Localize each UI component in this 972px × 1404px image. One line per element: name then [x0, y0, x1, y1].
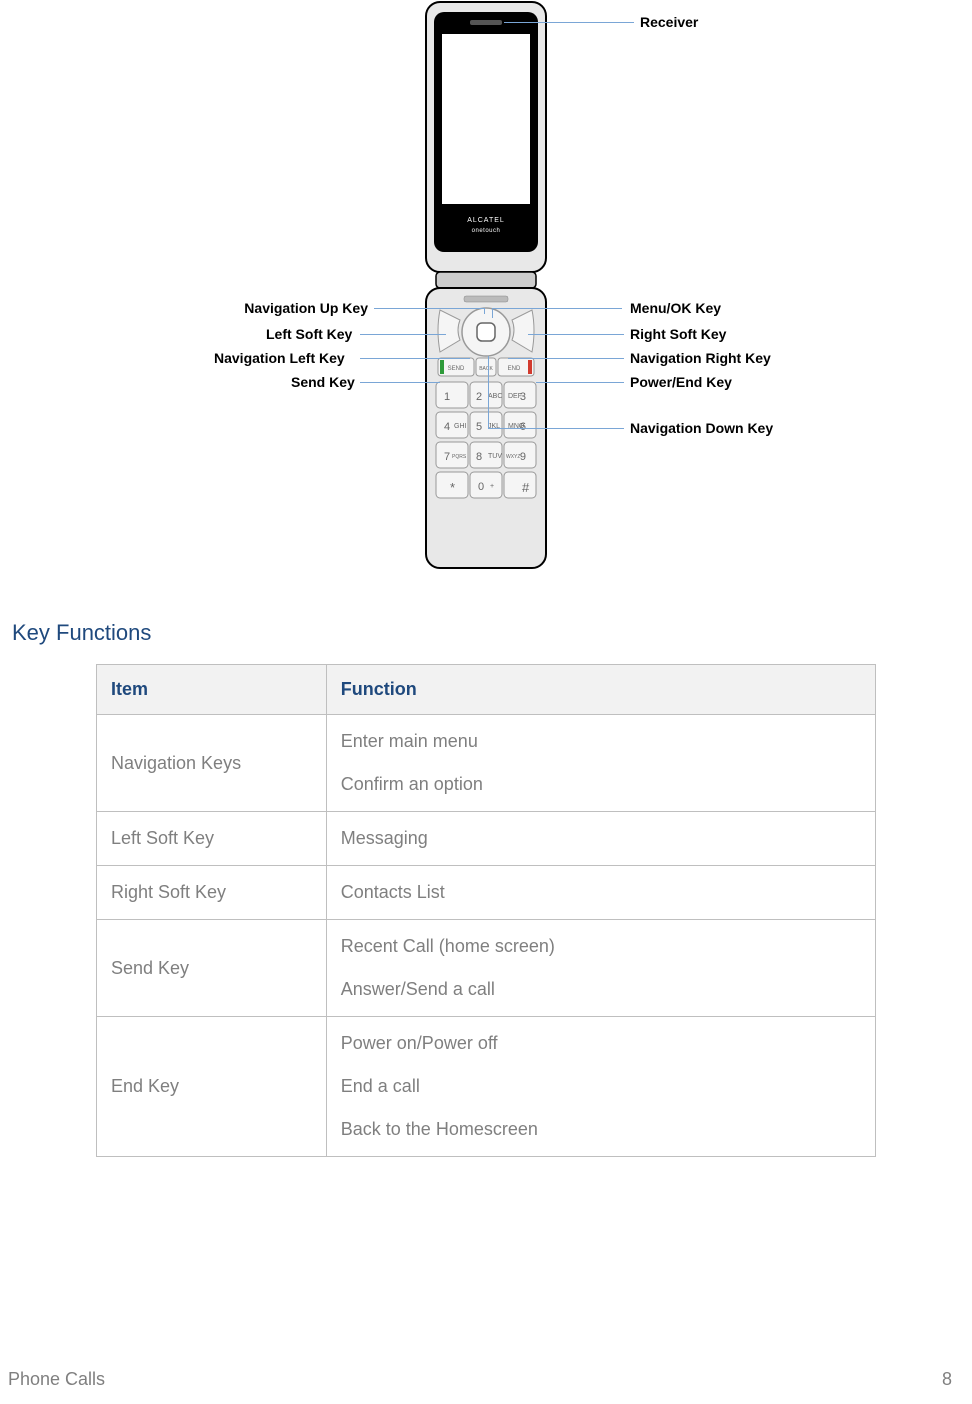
function-line: Recent Call (home screen): [341, 936, 861, 957]
svg-text:*: *: [450, 480, 455, 495]
key-functions-table: Item Function Navigation KeysEnter main …: [96, 664, 876, 1157]
svg-text:onetouch: onetouch: [472, 228, 501, 234]
svg-text:5: 5: [476, 421, 482, 433]
table-cell-function: Power on/Power off End a call Back to the …: [326, 1017, 875, 1157]
svg-text:#: #: [522, 480, 530, 495]
svg-text:1: 1: [444, 391, 450, 403]
phone-diagram: ALCATEL onetouch SEND: [136, 0, 836, 600]
table-header-function: Function: [326, 665, 875, 715]
table-cell-function: Messaging: [326, 812, 875, 866]
table-cell-item: Right Soft Key: [97, 866, 327, 920]
label-menu-ok: Menu/OK Key: [630, 300, 721, 316]
svg-text:+: +: [490, 483, 494, 490]
label-right-soft: Right Soft Key: [630, 326, 726, 342]
svg-text:SEND: SEND: [448, 366, 465, 372]
svg-text:GHI: GHI: [454, 423, 467, 430]
svg-text:END: END: [508, 366, 521, 372]
svg-text:PQRS: PQRS: [452, 454, 467, 460]
function-line: Power on/Power off: [341, 1033, 861, 1054]
phone-illustration: ALCATEL onetouch SEND: [406, 0, 566, 580]
label-power-end: Power/End Key: [630, 374, 732, 390]
table-row: Left Soft Key Messaging: [97, 812, 876, 866]
label-nav-up: Navigation Up Key: [208, 300, 368, 316]
label-nav-down: Navigation Down Key: [630, 420, 773, 436]
table-header-item: Item: [97, 665, 327, 715]
table-cell-function: Enter main menu Confirm an option: [326, 715, 875, 812]
table-cell-item: Left Soft Key: [97, 812, 327, 866]
label-left-soft: Left Soft Key: [266, 326, 352, 342]
footer-section: Phone Calls: [8, 1369, 105, 1390]
footer-page-number: 8: [942, 1369, 952, 1390]
label-nav-right: Navigation Right Key: [630, 350, 771, 366]
svg-text:BACK: BACK: [479, 366, 493, 372]
page-footer: Phone Calls 8: [8, 1369, 952, 1390]
table-row: Right Soft Key Contacts List: [97, 866, 876, 920]
label-receiver: Receiver: [640, 14, 698, 30]
section-heading: Key Functions: [8, 620, 964, 646]
svg-text:WXYZ: WXYZ: [506, 454, 520, 460]
svg-text:8: 8: [476, 451, 482, 463]
table-row: Send Key Recent Call (home screen) Answer/…: [97, 920, 876, 1017]
table-row: Navigation Keys Enter main menu Confirm an…: [97, 715, 876, 812]
function-line: Contacts List: [341, 882, 861, 903]
label-nav-left: Navigation Left Key: [214, 350, 345, 366]
table-row: End Key Power on/Power off End a call Back …: [97, 1017, 876, 1157]
function-line: Confirm an option: [341, 774, 861, 795]
function-line: Messaging: [341, 828, 861, 849]
svg-text:TUV: TUV: [488, 453, 502, 460]
svg-text:4: 4: [444, 421, 450, 433]
svg-text:2: 2: [476, 391, 482, 403]
svg-text:ABC: ABC: [488, 393, 502, 400]
table-cell-item: Navigation Keys: [97, 715, 327, 812]
function-line: Back to the Homescreen: [341, 1119, 861, 1140]
function-line: End a call: [341, 1076, 861, 1097]
svg-text:DEF: DEF: [508, 393, 522, 400]
function-line: Answer/Send a call: [341, 979, 861, 1000]
table-cell-function: Recent Call (home screen) Answer/Send a c…: [326, 920, 875, 1017]
svg-text:7: 7: [444, 451, 450, 463]
svg-text:0: 0: [478, 481, 484, 493]
table-cell-item: Send Key: [97, 920, 327, 1017]
function-line: Enter main menu: [341, 731, 861, 752]
table-cell-item: End Key: [97, 1017, 327, 1157]
svg-text:9: 9: [520, 451, 526, 463]
table-cell-function: Contacts List: [326, 866, 875, 920]
label-send: Send Key: [291, 374, 355, 390]
svg-text:ALCATEL: ALCATEL: [467, 217, 505, 224]
